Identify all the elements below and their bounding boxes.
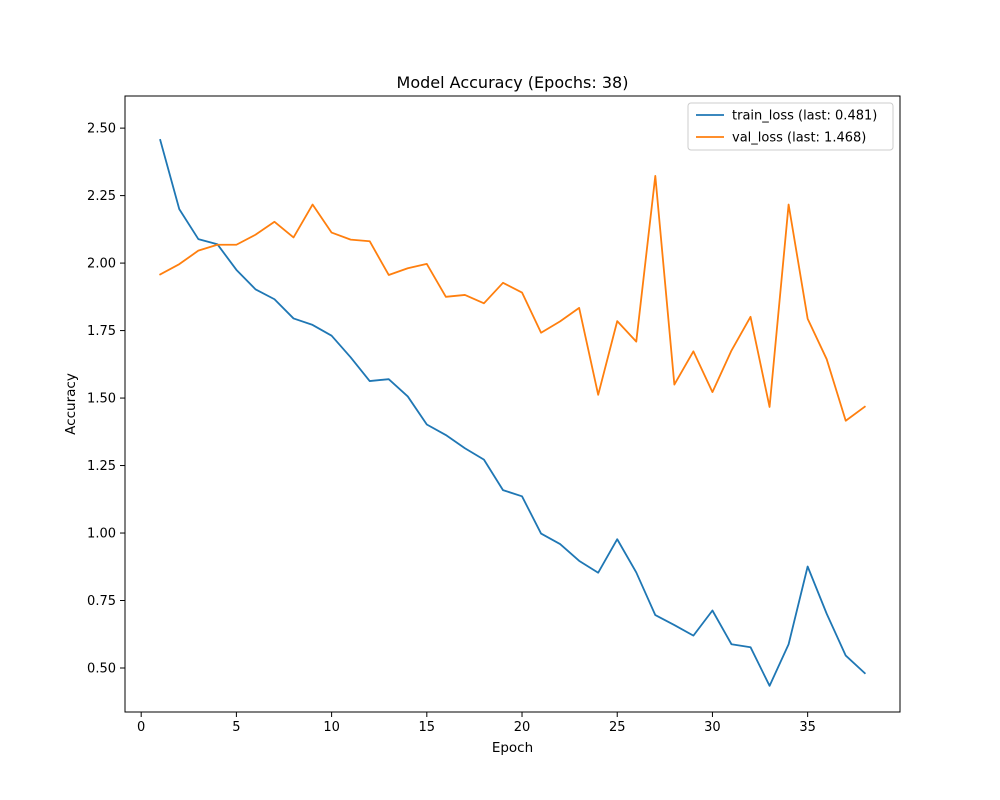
series-layer [159,138,867,687]
x-tick-label: 0 [137,720,145,735]
y-tick-label: 1.00 [87,527,116,542]
x-axis: 0 5 10 15 20 25 30 35 [137,712,816,735]
x-tick-label: 10 [323,720,340,735]
y-tick-label: 1.75 [87,324,116,339]
series-line-val-loss [159,174,867,422]
y-tick-label: 2.50 [87,122,116,137]
x-axis-title: Epoch [492,740,533,756]
x-tick-label: 15 [419,720,436,735]
legend-box [687,102,894,151]
x-tick-label: 20 [514,720,531,735]
y-tick-label: 1.50 [87,392,116,407]
legend-label: train_loss (last: 0.481) [732,109,877,124]
y-tick-label: 0.50 [87,662,116,677]
legend: train_loss (last: 0.481) val_loss (last: … [687,102,894,151]
chart-title: Model Accuracy (Epochs: 38) [397,73,629,92]
x-tick-label: 30 [704,720,721,735]
y-tick-label: 1.25 [87,459,116,474]
y-tick-label: 0.75 [87,594,116,609]
plot-frame [124,95,901,713]
x-tick-label: 25 [609,720,626,735]
series-line-train-loss [159,138,867,687]
x-tick-label: 35 [799,720,816,735]
y-tick-label: 2.25 [87,189,116,204]
legend-label: val_loss (last: 1.468) [732,131,866,146]
y-axis: 0.50 0.75 1.00 1.25 1.50 1.75 2.00 2.25 2.50 [87,122,125,677]
y-axis-title: Accuracy [63,373,79,435]
x-tick-label: 5 [232,720,240,735]
y-tick-label: 2.00 [87,257,116,272]
